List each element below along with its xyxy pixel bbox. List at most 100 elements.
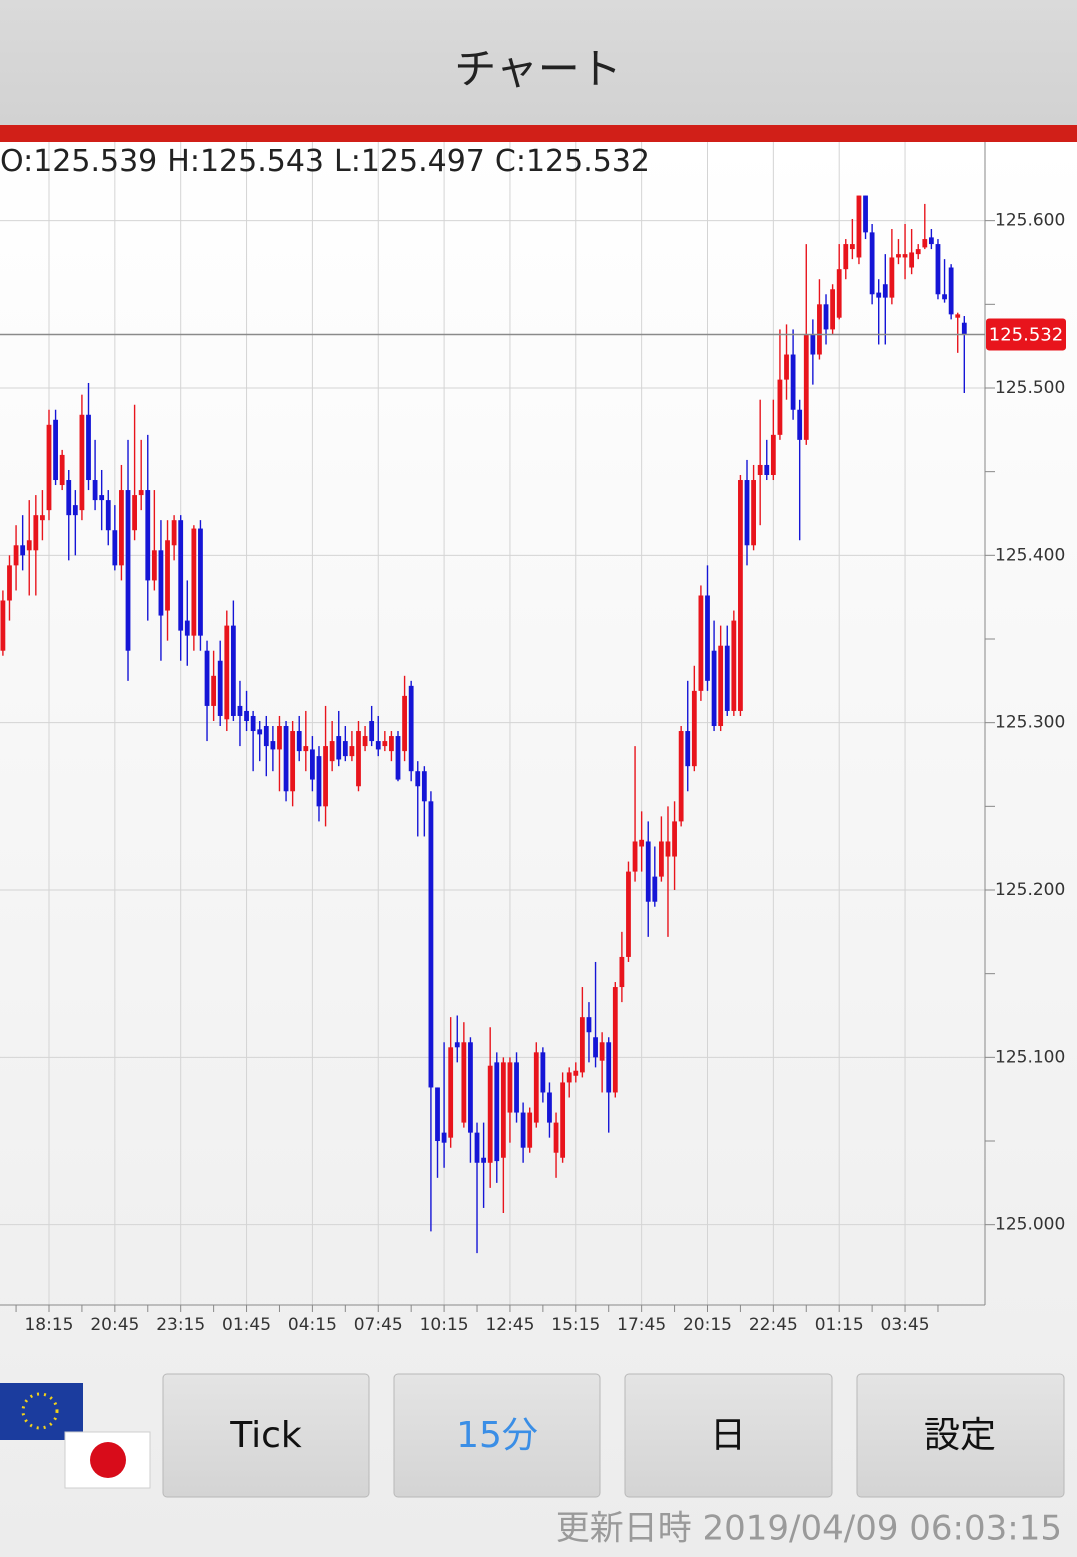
button[interactable]: 設定 (856, 1373, 1065, 1498)
candle-body (33, 515, 39, 551)
candle-body (961, 322, 967, 335)
y-tick-label: 125.000 (995, 1215, 1065, 1235)
button-label[interactable]: 設定 (924, 1415, 996, 1456)
candle-body (928, 237, 934, 245)
candle-body (500, 1062, 506, 1158)
candle-body (678, 731, 684, 822)
y-tick-label: 125.200 (995, 880, 1065, 900)
candle-body (224, 625, 230, 720)
candle-body (421, 771, 427, 802)
candle-body (817, 304, 822, 355)
ohlc-prefix: C: (495, 144, 526, 179)
candle-body (336, 736, 342, 760)
candle-body (145, 490, 151, 581)
candle-body (606, 1042, 612, 1093)
candle-body (632, 841, 638, 872)
button[interactable]: Tick (162, 1373, 370, 1498)
candle-body (915, 249, 921, 255)
candle-body (849, 244, 855, 250)
y-tick-label: 125.400 (995, 545, 1065, 565)
candle-body (797, 409, 803, 440)
x-tick-label: 10:15 (420, 1315, 469, 1335)
candle-body (53, 419, 58, 481)
candle-body (20, 545, 26, 556)
candle-body (790, 354, 796, 410)
candle-body (547, 1092, 552, 1123)
candle-body (99, 495, 105, 501)
x-tick-label: 20:45 (90, 1315, 139, 1335)
candle-body (514, 1062, 519, 1113)
ohlc-value: 125.543 (200, 144, 324, 179)
button-bg[interactable] (393, 1373, 601, 1498)
header-bar (0, 0, 1077, 125)
candle-body (481, 1157, 487, 1163)
x-tick-label: 07:45 (354, 1315, 403, 1335)
candle-body (230, 625, 236, 716)
candle-body (7, 565, 12, 601)
ohlc-value: 125.497 (361, 144, 485, 179)
candle-body (922, 239, 928, 248)
candle-body (171, 520, 177, 546)
candle-body (0, 600, 6, 651)
candle-body (389, 736, 394, 752)
eu-flag[interactable] (0, 1383, 83, 1440)
candle-body (13, 545, 19, 566)
x-tick-label: 12:45 (485, 1315, 534, 1335)
candle-body (685, 731, 691, 767)
candle-body (711, 650, 717, 727)
candle-body (566, 1072, 572, 1083)
y-tick-label: 125.100 (995, 1047, 1065, 1067)
x-tick-label: 15:15 (551, 1315, 600, 1335)
candle-body (323, 746, 328, 807)
candle-body (724, 645, 730, 711)
candle-body (402, 695, 407, 752)
candle-body (612, 987, 618, 1093)
candle-body (112, 530, 118, 566)
candle-body (626, 871, 631, 957)
button-label[interactable]: 日 (710, 1415, 746, 1456)
x-tick-label: 03:45 (881, 1315, 930, 1335)
candle-body (369, 720, 375, 742)
candle-body (46, 424, 52, 511)
candle-body (843, 244, 849, 270)
candle-body (540, 1052, 546, 1093)
candle-body (40, 515, 45, 521)
candle-body (639, 839, 645, 847)
button-bg[interactable] (624, 1373, 833, 1498)
candle-body (751, 480, 756, 546)
button[interactable]: 15分 (393, 1373, 601, 1498)
candle-body (474, 1132, 480, 1163)
candle-body (856, 195, 862, 258)
candle-body (882, 284, 888, 298)
candle-body (138, 490, 144, 496)
candle-body (889, 257, 895, 298)
button-bg[interactable] (162, 1373, 370, 1498)
candle-body (257, 729, 263, 735)
button-label[interactable]: 15分 (456, 1415, 538, 1456)
candle-body (468, 1042, 473, 1133)
candle-body (204, 650, 210, 706)
candle-body (461, 1042, 467, 1123)
candle-body (165, 540, 170, 611)
candle-body (329, 741, 335, 762)
candle-body (573, 1070, 579, 1076)
candle-body (731, 620, 737, 711)
candle-body (520, 1112, 526, 1148)
candle-body (395, 736, 401, 780)
candle-body (178, 520, 184, 631)
y-tick-label: 125.500 (995, 378, 1065, 398)
candle-body (349, 746, 355, 757)
candle-body (757, 464, 763, 476)
candle-body (428, 801, 434, 1088)
ohlc-value: 125.539 (33, 144, 157, 179)
candle-body (810, 334, 816, 355)
currency-flags[interactable] (0, 1383, 151, 1489)
ohlc-prefix: L: (334, 144, 361, 179)
button-bg[interactable] (856, 1373, 1065, 1498)
button-label[interactable]: Tick (229, 1415, 302, 1456)
button[interactable]: 日 (624, 1373, 833, 1498)
candle-body (527, 1112, 533, 1148)
x-tick-label: 18:15 (24, 1315, 73, 1335)
